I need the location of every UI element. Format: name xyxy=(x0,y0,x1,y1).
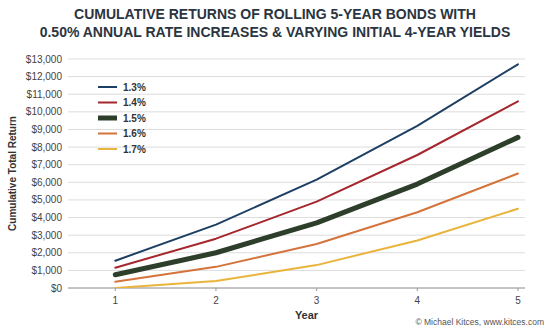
series-line xyxy=(115,64,518,260)
series-line xyxy=(115,137,518,274)
y-tick-label: $10,000 xyxy=(26,106,63,117)
x-tick-label: 3 xyxy=(314,295,320,306)
y-tick-label: $8,000 xyxy=(31,142,62,153)
title: CUMULATIVE RETURNS OF ROLLING 5-YEAR BON… xyxy=(40,6,511,40)
plot-area xyxy=(115,64,518,288)
y-tick-label: $5,000 xyxy=(31,194,62,205)
grid-line xyxy=(68,235,525,236)
x-tick xyxy=(115,288,116,291)
legend-swatch xyxy=(98,86,117,88)
legend-label: 1.7% xyxy=(123,144,146,155)
legend-swatch xyxy=(98,116,117,121)
legend-swatch xyxy=(98,102,117,104)
grid-line xyxy=(68,59,525,60)
x-tick xyxy=(517,288,518,291)
grid-line xyxy=(68,94,525,95)
series-line xyxy=(115,209,518,288)
y-axis-label: Cumulative Total Return xyxy=(7,116,18,231)
y-tick-label: $11,000 xyxy=(27,89,63,100)
grid-line xyxy=(68,199,525,200)
x-tick-label: 1 xyxy=(113,295,119,306)
y-tick-label: $3,000 xyxy=(31,230,62,241)
legend-label: 1.5% xyxy=(123,113,146,124)
annotation: © Michael Kitces, www.kitces.com xyxy=(415,317,544,327)
y-tick-label: $4,000 xyxy=(31,212,62,223)
x-tick xyxy=(316,288,317,291)
y-tick-label: $0 xyxy=(51,283,63,294)
x-tick xyxy=(215,288,216,291)
y-tick-label: $12,000 xyxy=(26,71,63,82)
title-line: 0.50% ANNUAL RATE INCREASES & VARYING IN… xyxy=(40,24,511,40)
grid-line xyxy=(68,182,525,183)
y-tick-label: $1,000 xyxy=(31,265,62,276)
y-tick-label: $6,000 xyxy=(31,177,62,188)
series-line xyxy=(115,101,518,267)
grid-line xyxy=(68,217,525,218)
x-tick-label: 5 xyxy=(515,295,521,306)
legend-label: 1.6% xyxy=(123,128,146,139)
x-tick-label: 4 xyxy=(415,295,421,306)
x-axis-line xyxy=(68,288,525,289)
y-tick-label: $2,000 xyxy=(31,247,62,258)
legend-swatch xyxy=(98,133,117,135)
y-tick-label: $13,000 xyxy=(26,54,63,65)
y-tick-label: $9,000 xyxy=(31,124,62,135)
grid-line xyxy=(68,76,525,77)
x-axis-label: Year xyxy=(295,309,319,321)
y-tick-label: $7,000 xyxy=(31,159,62,170)
chart: CUMULATIVE RETURNS OF ROLLING 5-YEAR BON… xyxy=(0,0,550,330)
legend-label: 1.3% xyxy=(123,82,146,93)
legend-label: 1.4% xyxy=(123,97,146,108)
grid-line xyxy=(68,288,525,289)
x-tick-label: 2 xyxy=(213,295,219,306)
x-tick xyxy=(417,288,418,291)
legend-swatch xyxy=(98,148,117,150)
background xyxy=(0,0,550,330)
title-line: CUMULATIVE RETURNS OF ROLLING 5-YEAR BON… xyxy=(74,6,476,22)
